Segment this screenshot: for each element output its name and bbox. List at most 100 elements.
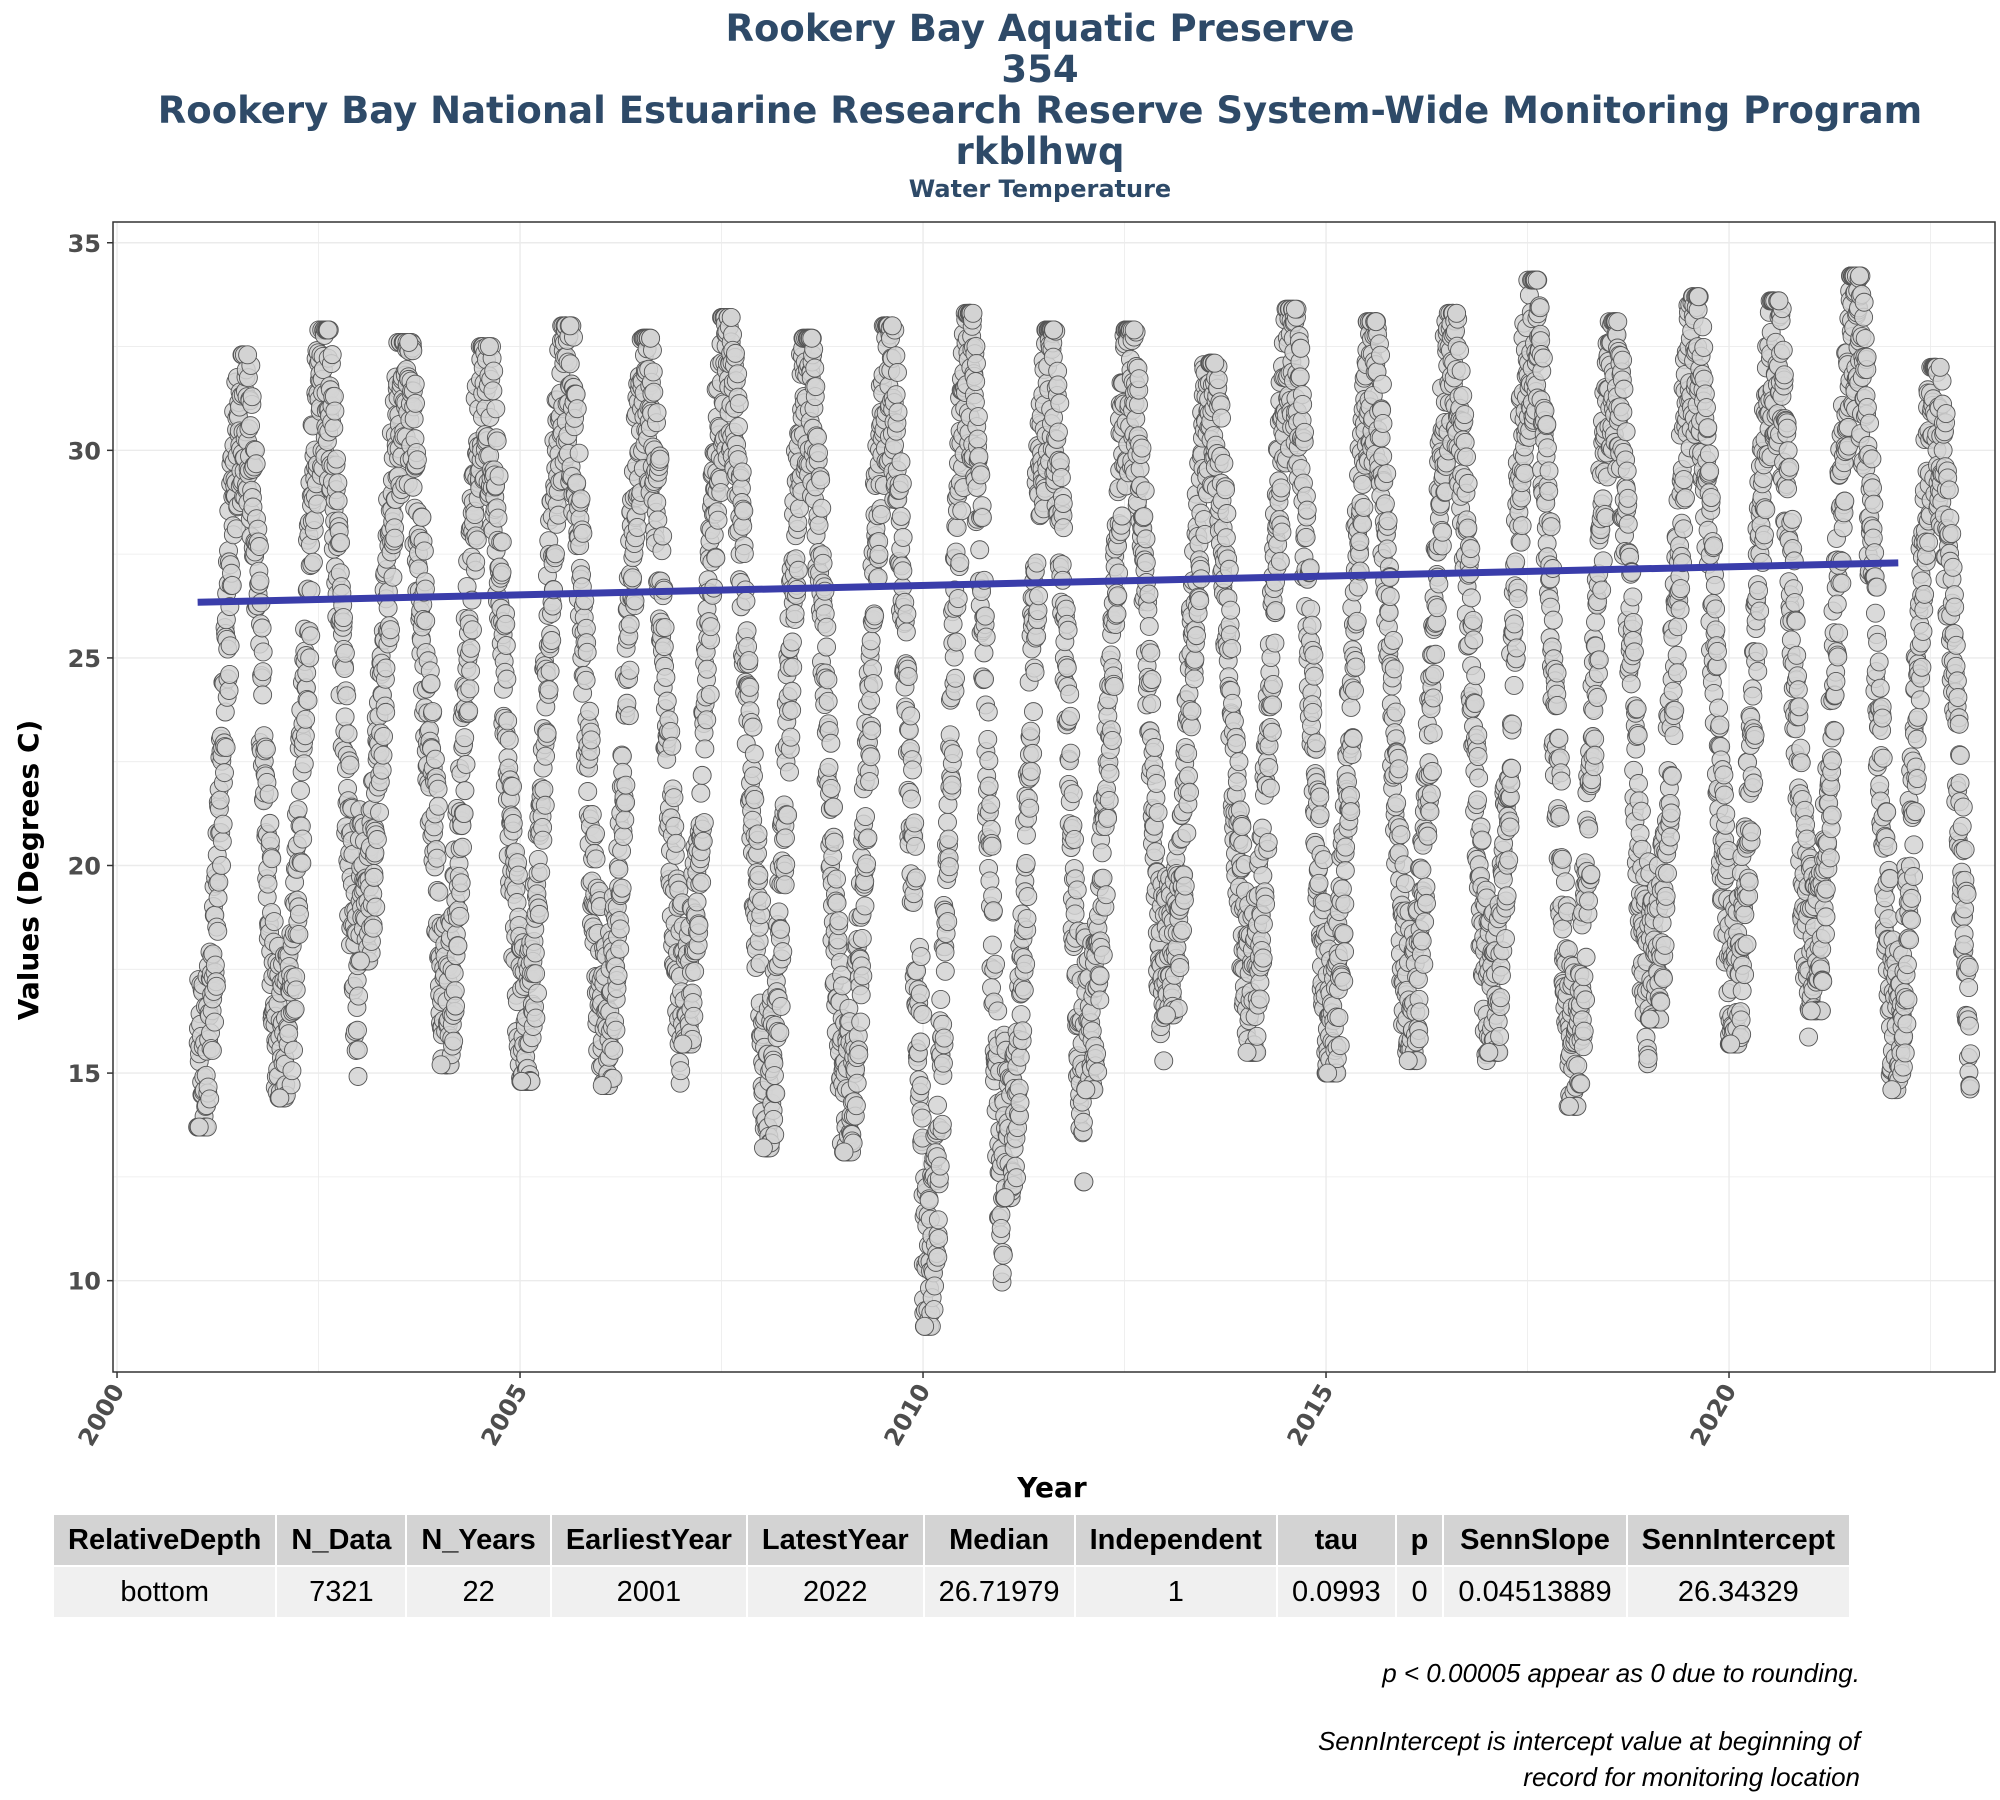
data-point — [1051, 468, 1071, 488]
data-point — [335, 707, 355, 727]
data-point — [744, 766, 763, 786]
data-point-annual-min — [512, 1071, 532, 1091]
data-point — [448, 936, 468, 956]
data-point — [788, 560, 808, 580]
data-point — [1260, 778, 1280, 798]
data-point — [219, 681, 239, 700]
data-point — [732, 462, 752, 482]
data-point — [1499, 850, 1519, 870]
data-point — [1373, 414, 1393, 433]
data-point — [902, 789, 921, 809]
data-point — [648, 510, 668, 530]
data-point — [986, 954, 1006, 974]
data-point — [488, 508, 508, 528]
data-point — [947, 632, 967, 652]
data-point — [1417, 893, 1436, 913]
data-point — [863, 674, 883, 694]
data-point — [745, 789, 765, 809]
data-point — [906, 836, 925, 856]
data-point — [1270, 551, 1290, 571]
data-point — [1271, 478, 1291, 498]
data-point — [1096, 885, 1116, 905]
data-point — [279, 1024, 299, 1044]
data-point — [1184, 669, 1204, 689]
data-point — [1014, 980, 1034, 1000]
data-point — [348, 1020, 367, 1040]
data-point — [1010, 1093, 1030, 1113]
data-point — [1092, 843, 1112, 863]
data-point — [968, 429, 988, 449]
data-point — [783, 657, 803, 677]
data-point — [407, 450, 427, 470]
data-point-annual-max — [721, 308, 741, 327]
data-point — [497, 669, 517, 689]
data-point-annual-min — [1156, 1005, 1176, 1025]
data-point — [1379, 602, 1399, 622]
data-point — [331, 533, 351, 553]
data-point — [1180, 782, 1199, 802]
data-point — [1058, 620, 1078, 640]
data-point — [938, 812, 957, 832]
data-point — [1422, 761, 1442, 781]
data-point — [657, 691, 677, 711]
data-point — [736, 591, 756, 611]
data-point — [981, 794, 1001, 814]
data-point — [1147, 774, 1166, 793]
data-point — [1185, 649, 1205, 669]
data-point — [492, 532, 512, 552]
data-point — [858, 828, 878, 848]
data-point — [483, 381, 503, 401]
data-point — [373, 745, 393, 765]
data-point — [609, 859, 629, 879]
data-point — [886, 385, 906, 405]
data-point — [1272, 522, 1292, 542]
data-point — [337, 686, 357, 706]
data-point — [671, 1061, 691, 1081]
data-point — [205, 955, 225, 975]
data-point — [406, 393, 425, 413]
chart-title-line2: 354 — [1001, 48, 1079, 91]
data-point — [569, 443, 589, 463]
data-point — [1016, 854, 1036, 873]
data-point — [692, 872, 712, 892]
data-point — [335, 643, 355, 663]
data-point — [812, 498, 832, 518]
data-point — [901, 706, 921, 726]
data-point — [1011, 1005, 1031, 1025]
data-point — [993, 1245, 1013, 1265]
data-point — [776, 828, 795, 848]
data-point — [697, 659, 717, 679]
data-point — [1263, 674, 1283, 694]
data-point — [1142, 694, 1162, 714]
data-point — [376, 702, 396, 722]
data-point — [250, 571, 270, 591]
data-point — [295, 726, 315, 746]
data-point-annual-min — [592, 1076, 612, 1095]
data-point — [1342, 745, 1362, 765]
data-point — [403, 477, 423, 497]
data-point — [282, 1061, 302, 1081]
data-point — [1208, 370, 1228, 389]
data-point — [374, 727, 393, 746]
data-point — [811, 470, 831, 490]
data-point — [1511, 532, 1531, 552]
data-point — [1222, 639, 1242, 659]
data-point — [322, 345, 342, 365]
data-point — [308, 494, 328, 514]
data-point — [1345, 681, 1364, 701]
data-point — [461, 638, 481, 658]
data-point — [1065, 829, 1085, 849]
data-point — [897, 604, 917, 624]
data-point — [1341, 785, 1360, 805]
data-point — [376, 658, 396, 678]
data-point — [706, 548, 726, 568]
data-point — [851, 1012, 871, 1032]
data-point — [537, 723, 557, 743]
data-point — [851, 985, 871, 1005]
data-point — [284, 1040, 303, 1060]
data-point — [1491, 988, 1511, 1008]
data-point — [253, 685, 273, 705]
data-point — [824, 797, 844, 817]
data-point — [966, 372, 986, 392]
data-point — [948, 589, 968, 609]
